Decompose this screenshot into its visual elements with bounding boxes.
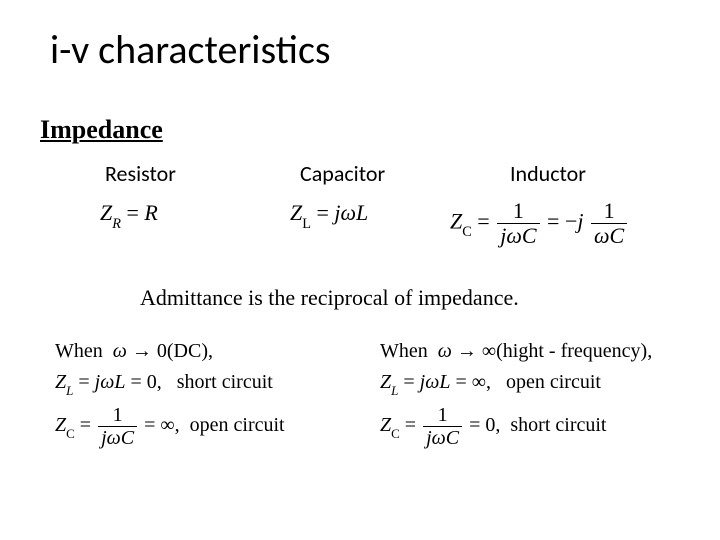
col-heading-capacitor: Capacitor xyxy=(300,160,385,187)
cases-left-line-2: ZC = 1jωC = ∞, open circuit xyxy=(55,405,285,448)
cases-left-line-0: When ω → 0(DC), xyxy=(55,340,285,363)
col-heading-inductor: Inductor xyxy=(510,160,586,187)
cases-left-col: When ω → 0(DC), ZL = jωL = 0, short circ… xyxy=(55,340,285,456)
equation-capacitor: ZL = jωL xyxy=(290,200,368,230)
slide-title: i-v characteristics xyxy=(50,25,331,74)
admittance-note: Admittance is the reciprocal of impedanc… xyxy=(140,285,519,311)
cases-right-line-2: ZC = 1jωC = 0, short circuit xyxy=(380,405,652,448)
equation-inductor: ZC = 1jωC = −j 1ωC xyxy=(450,200,629,247)
cases-left-line-1: ZL = jωL = 0, short circuit xyxy=(55,371,285,397)
subheading-impedance: Impedance xyxy=(40,115,163,145)
equation-resistor: ZR = R xyxy=(100,200,158,230)
cases-right-line-0: When ω → ∞(hight - frequency), xyxy=(380,340,652,363)
cases-right-line-1: ZL = jωL = ∞, open circuit xyxy=(380,371,652,397)
slide: i-v characteristics Impedance Resistor C… xyxy=(0,0,720,540)
cases-right-col: When ω → ∞(hight - frequency), ZL = jωL … xyxy=(380,340,652,456)
col-heading-resistor: Resistor xyxy=(105,160,176,187)
